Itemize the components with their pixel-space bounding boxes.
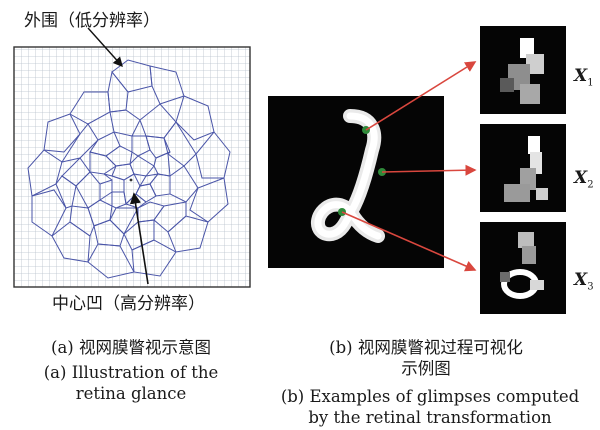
caption-b-en-1: (b) Examples of glimpses computed — [280, 387, 580, 406]
caption-b-en-2: by the retinal transformation — [308, 408, 552, 427]
fovea-label: 中心凹（高分辨率） — [52, 294, 205, 314]
digit-image — [268, 96, 444, 268]
glimpse-thumb-1 — [480, 26, 566, 114]
periphery-arrow — [87, 27, 123, 68]
glimpse-label-3: X3 — [574, 270, 594, 293]
red-arrow-1 — [365, 61, 477, 131]
caption-a-en-2: retina glance — [75, 384, 187, 403]
periphery-label: 外围（低分辨率） — [24, 11, 160, 31]
grid-frame — [13, 46, 251, 288]
glimpse-label-1: X1 — [574, 66, 594, 89]
red-arrow-3 — [341, 211, 477, 272]
caption-a-cn: (a) 视网膜瞥视示意图 — [51, 338, 211, 357]
glimpse-label-2: X2 — [574, 168, 594, 191]
glimpse-thumb-2 — [480, 124, 566, 212]
caption-b-cn-1: (b) 视网膜瞥视过程可视化 — [329, 338, 523, 357]
fovea-center — [129, 178, 133, 182]
digit-stroke — [310, 109, 385, 243]
retina-cells — [27, 59, 231, 279]
glimpse-thumb-3 — [480, 222, 566, 314]
fovea-arrow — [129, 192, 149, 285]
red-arrow-2 — [381, 164, 477, 176]
caption-b-cn-2: 示例图 — [401, 359, 451, 378]
caption-a-en-1: (a) Illustration of the — [43, 363, 219, 382]
